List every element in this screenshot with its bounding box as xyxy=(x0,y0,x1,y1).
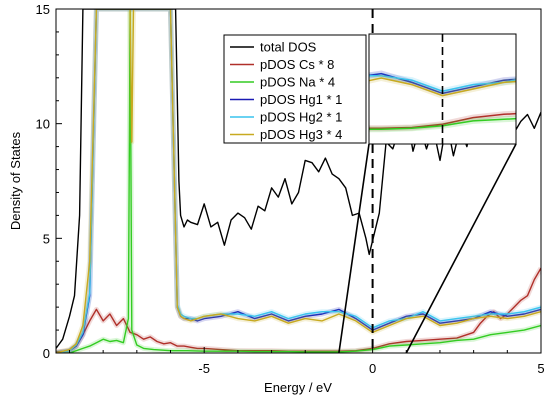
zoom-connector-left xyxy=(338,143,370,354)
inset-line-pdos-cs-8 xyxy=(369,112,516,129)
legend-label-total-dos: total DOS xyxy=(260,40,317,55)
legend-label-pdos-cs-8: pDOS Cs * 8 xyxy=(260,57,334,72)
plot-border xyxy=(55,8,542,354)
series-line-pdos-hg2-1 xyxy=(56,9,541,353)
y-axis-title: Density of States xyxy=(8,131,23,230)
zoom-inset xyxy=(338,33,517,354)
y-tick-label: 0 xyxy=(43,346,50,361)
x-tick-label: -5 xyxy=(198,361,210,376)
x-axis-title: Energy / eV xyxy=(264,380,332,395)
series-line-pdos-na-4 xyxy=(56,9,541,353)
zoom-connector-right xyxy=(405,143,517,354)
series-line-pdos-hg3-4 xyxy=(56,9,541,353)
inset-line-pdos-hg3-4 xyxy=(369,77,516,97)
y-tick-label: 10 xyxy=(36,117,50,132)
x-tick-label: 0 xyxy=(369,361,376,376)
plot-area xyxy=(56,9,541,353)
legend-label-pdos-hg1-1: pDOS Hg1 * 1 xyxy=(260,92,342,107)
legend: total DOS pDOS Cs * 8 pDOS Na * 4 pDOS Hg1 … xyxy=(223,34,367,144)
series-line-pdos-hg1-1 xyxy=(56,9,541,353)
legend-label-pdos-hg2-1: pDOS Hg2 * 1 xyxy=(260,110,342,125)
plot-frame xyxy=(55,8,542,354)
y-tick-label: 5 xyxy=(43,231,50,246)
legend-box xyxy=(223,34,367,144)
legend-label-pdos-hg3-4: pDOS Hg3 * 4 xyxy=(260,127,342,142)
y-tick-label: 15 xyxy=(36,2,50,17)
legend-label-pdos-na-4: pDOS Na * 4 xyxy=(260,75,335,90)
x-tick-label: 5 xyxy=(537,361,544,376)
inset-border xyxy=(368,33,517,145)
